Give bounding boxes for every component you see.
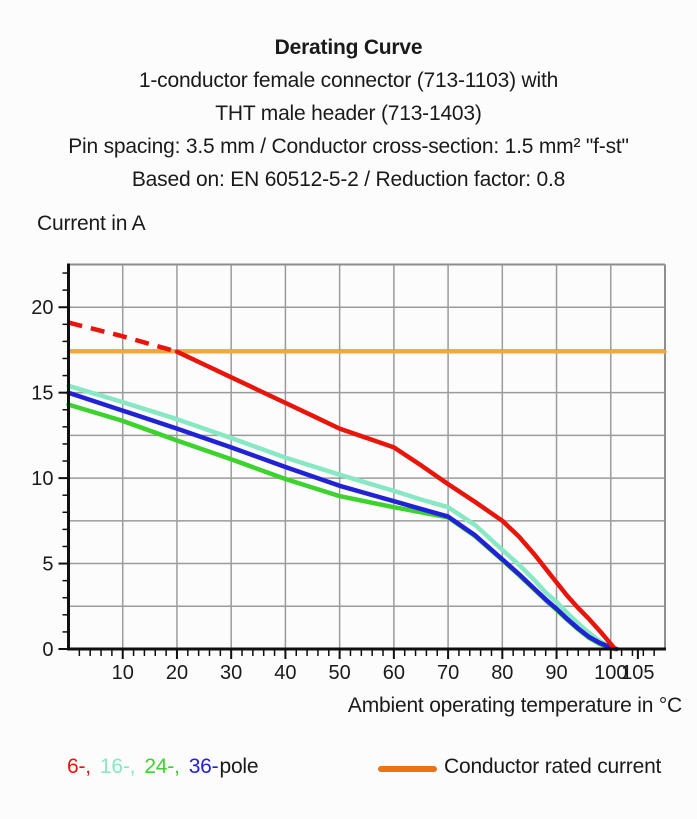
y-tick-label: 20	[31, 297, 53, 319]
pole-legend-segment: pole	[219, 755, 259, 778]
x-tick-label: 60	[383, 662, 405, 684]
chart-subtitle-line-2: THT male header (713-1403)	[215, 102, 482, 125]
x-tick-label: 105	[621, 662, 654, 684]
series-6-pole	[174, 349, 618, 652]
x-tick-label: 70	[437, 662, 459, 684]
series-16-pole	[66, 383, 617, 652]
rated-current-label: Conductor rated current	[444, 755, 662, 778]
chart-subtitle-line-4: Based on: EN 60512-5-2 / Reduction facto…	[131, 168, 566, 191]
x-tick-label: 80	[491, 662, 513, 684]
pole-legend-segment: 6-,	[67, 755, 91, 778]
x-tick-label: 100	[594, 662, 627, 684]
x-tick-label: 50	[329, 662, 351, 684]
y-axis-title: Current in A	[37, 212, 146, 235]
y-tick-label: 10	[31, 468, 53, 490]
pole-legend: 6-, 16-, 24-, 36-pole	[67, 755, 259, 779]
series-24-pole	[66, 402, 619, 652]
pole-legend-segment: 24-,	[144, 755, 180, 778]
pole-legend-segment: 36-	[188, 755, 219, 778]
x-tick-label: 40	[274, 662, 296, 684]
chart-title-block: Derating Curve 1-conductor female connec…	[0, 31, 697, 196]
series-36-pole	[66, 390, 619, 652]
rated-current-swatch	[378, 766, 437, 772]
x-axis-title: Ambient operating temperature in °C	[347, 694, 682, 717]
x-tick-label: 10	[112, 662, 134, 684]
x-tick-label: 20	[166, 662, 188, 684]
y-tick-label: 0	[42, 639, 53, 661]
y-tick-label: 15	[31, 383, 53, 405]
chart-subtitle-line-3: Pin spacing: 3.5 mm / Conductor cross-se…	[68, 135, 629, 158]
x-tick-label: 30	[220, 662, 242, 684]
y-tick-label: 5	[42, 554, 53, 576]
chart-title: Derating Curve	[274, 36, 423, 59]
pole-legend-segment: 16-,	[99, 755, 136, 778]
chart-subtitle-line-1: 1-conductor female connector (713-1103) …	[138, 69, 559, 92]
series-6-pole-below-rated-dashed	[67, 320, 178, 354]
x-tick-label: 90	[545, 662, 567, 684]
